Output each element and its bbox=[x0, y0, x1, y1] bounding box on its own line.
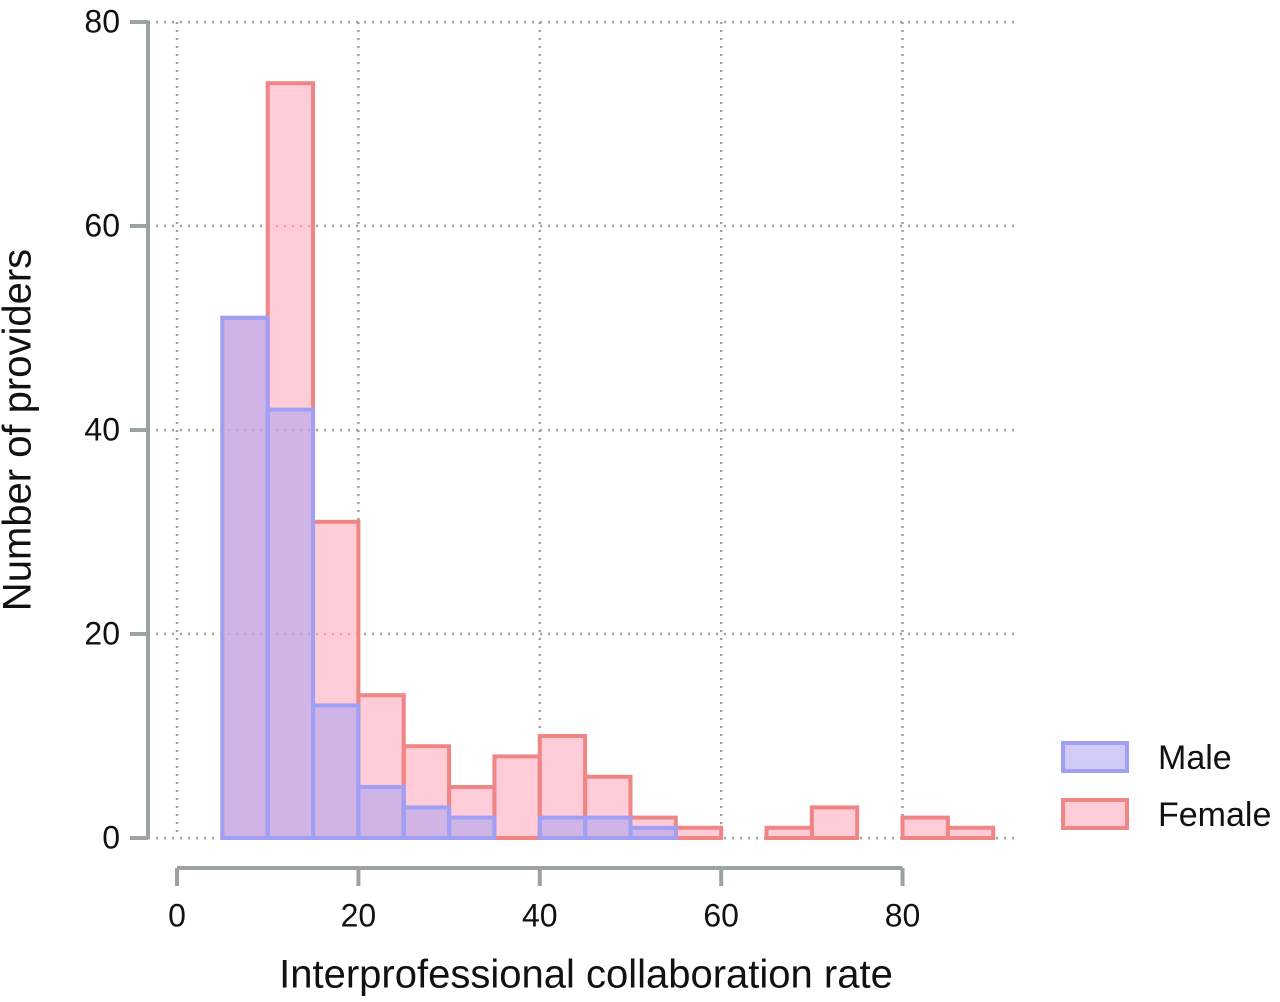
y-axis-title: Number of providers bbox=[0, 249, 40, 611]
bar bbox=[809, 805, 860, 841]
bar bbox=[492, 754, 542, 841]
x-tick-label: 40 bbox=[522, 897, 558, 933]
bar bbox=[447, 815, 497, 840]
y-tick-label: 80 bbox=[84, 3, 120, 39]
bar bbox=[764, 825, 814, 840]
bar bbox=[945, 825, 996, 840]
legend-swatch bbox=[1061, 798, 1129, 830]
bar bbox=[628, 825, 678, 840]
x-tick-label: 20 bbox=[341, 897, 377, 933]
x-tick-label: 80 bbox=[885, 897, 921, 933]
bar bbox=[583, 815, 633, 840]
bar bbox=[311, 703, 361, 841]
bar bbox=[673, 825, 724, 840]
bar bbox=[220, 315, 270, 840]
y-tick-label: 40 bbox=[84, 411, 120, 447]
y-tick-label: 60 bbox=[84, 207, 120, 243]
x-axis-title: Interprofessional collaboration rate bbox=[279, 953, 893, 997]
bar bbox=[356, 785, 406, 840]
x-tick-label: 60 bbox=[703, 897, 739, 933]
bar bbox=[265, 407, 316, 840]
bar bbox=[900, 815, 950, 840]
legend-label: Male bbox=[1158, 739, 1232, 777]
y-tick-label: 0 bbox=[102, 819, 120, 855]
bar bbox=[401, 805, 452, 841]
legend-swatch bbox=[1061, 741, 1129, 773]
bar bbox=[537, 815, 588, 840]
x-tick-label: 0 bbox=[168, 897, 186, 933]
legend-label: Female bbox=[1158, 796, 1271, 834]
y-tick-label: 20 bbox=[84, 615, 120, 651]
